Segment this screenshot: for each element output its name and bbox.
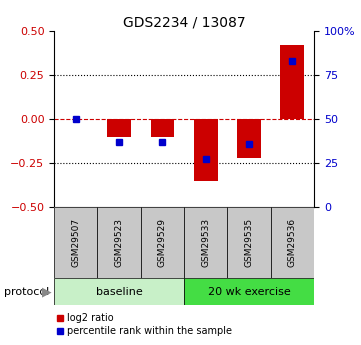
Bar [151, 119, 174, 137]
Text: ▶: ▶ [42, 285, 52, 298]
Bar [280, 45, 304, 119]
Text: GSM29533: GSM29533 [201, 218, 210, 267]
Bar [227, 207, 271, 278]
Text: GSM29536: GSM29536 [288, 218, 297, 267]
Text: 20 wk exercise: 20 wk exercise [208, 287, 291, 296]
Bar [184, 278, 314, 305]
Bar [54, 278, 184, 305]
Bar [237, 119, 261, 158]
Bar [141, 207, 184, 278]
Bar [107, 119, 131, 137]
Legend: log2 ratio, percentile rank within the sample: log2 ratio, percentile rank within the s… [52, 309, 236, 340]
Bar [271, 207, 314, 278]
Text: GSM29523: GSM29523 [115, 218, 123, 267]
Bar [97, 207, 141, 278]
Text: GSM29535: GSM29535 [245, 218, 253, 267]
Text: baseline: baseline [96, 287, 143, 296]
Text: GSM29507: GSM29507 [71, 218, 80, 267]
Text: GSM29529: GSM29529 [158, 218, 167, 267]
Bar [194, 119, 218, 181]
Title: GDS2234 / 13087: GDS2234 / 13087 [123, 16, 245, 30]
Bar [54, 207, 97, 278]
Text: protocol: protocol [4, 287, 49, 296]
Bar [184, 207, 227, 278]
